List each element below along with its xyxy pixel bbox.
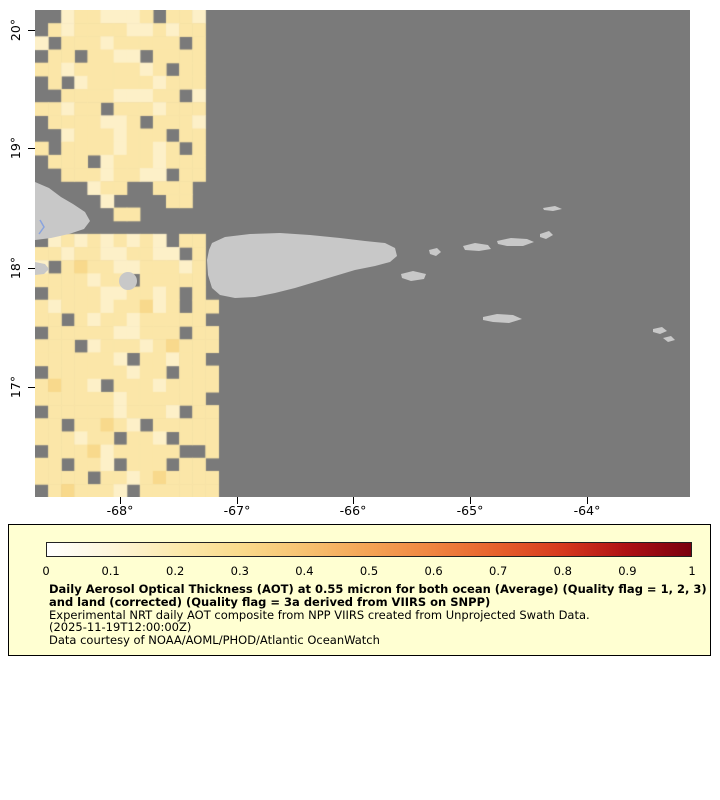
colorbar-tick-label: 0.7 (489, 564, 508, 578)
lat-label: 18° (8, 256, 23, 280)
lon-label: -65° (456, 503, 484, 518)
lon-tick (120, 497, 121, 504)
lat-tick (28, 268, 35, 269)
lat-tick (28, 30, 35, 31)
lon-tick (237, 497, 238, 504)
lon-label: -64° (573, 503, 601, 518)
colorbar (46, 542, 692, 557)
colorbar-tick-label: 0.3 (230, 564, 249, 578)
lon-label: -68° (106, 503, 134, 518)
island-st-martin (653, 327, 667, 334)
island-hispaniola (35, 182, 90, 240)
legend-subtitle: Experimental NRT daily AOT composite fro… (49, 607, 590, 622)
island-mona (119, 272, 137, 290)
lat-tick (28, 387, 35, 388)
river-line (38, 219, 45, 235)
island-anegada (543, 206, 562, 211)
colorbar-tick-label: 0.5 (359, 564, 379, 578)
colorbar-tick-label: 0 (42, 564, 50, 578)
island-culebra (429, 248, 441, 256)
island-saona (35, 262, 49, 275)
colorbar-tick-label: 0.8 (553, 564, 572, 578)
map-plot (35, 10, 690, 497)
island-st-thomas (463, 243, 491, 251)
island-tortola (497, 238, 534, 246)
colorbar-tick-label: 0.4 (295, 564, 314, 578)
island-vieques (401, 271, 426, 281)
lon-tick (470, 497, 471, 504)
lat-label: 20° (8, 18, 23, 42)
legend-title: Daily Aerosol Optical Thickness (AOT) at… (49, 582, 707, 609)
legend-timestamp: (2025-11-19T12:00:00Z) (49, 620, 192, 635)
legend-panel: 0 0.1 0.2 0.3 0.4 0.5 0.6 0.7 0.8 0.9 1 Daily Aero… (8, 524, 711, 656)
colorbar-tick-label: 0.1 (101, 564, 120, 578)
colorbar-tick-label: 0.2 (166, 564, 185, 578)
island-st-croix (483, 314, 522, 323)
lat-label: 17° (8, 375, 23, 399)
lon-label: -66° (339, 503, 367, 518)
lon-tick (587, 497, 588, 504)
lat-tick (28, 148, 35, 149)
legend-credit: Data courtesy of NOAA/AOML/PHOD/Atlantic… (49, 633, 380, 648)
island-puerto-rico (207, 233, 397, 298)
legend-text-block: Daily Aerosol Optical Thickness (AOT) at… (49, 583, 713, 647)
land-layer (35, 182, 675, 342)
lon-label: -67° (223, 503, 251, 518)
lat-label: 19° (8, 136, 23, 160)
island-virgin-gorda (540, 231, 553, 239)
colorbar-tick-label: 0.6 (424, 564, 443, 578)
colorbar-tick-label: 1 (688, 564, 696, 578)
island-st-barth (663, 336, 675, 342)
colorbar-tick-label: 0.9 (618, 564, 637, 578)
lon-tick (353, 497, 354, 504)
